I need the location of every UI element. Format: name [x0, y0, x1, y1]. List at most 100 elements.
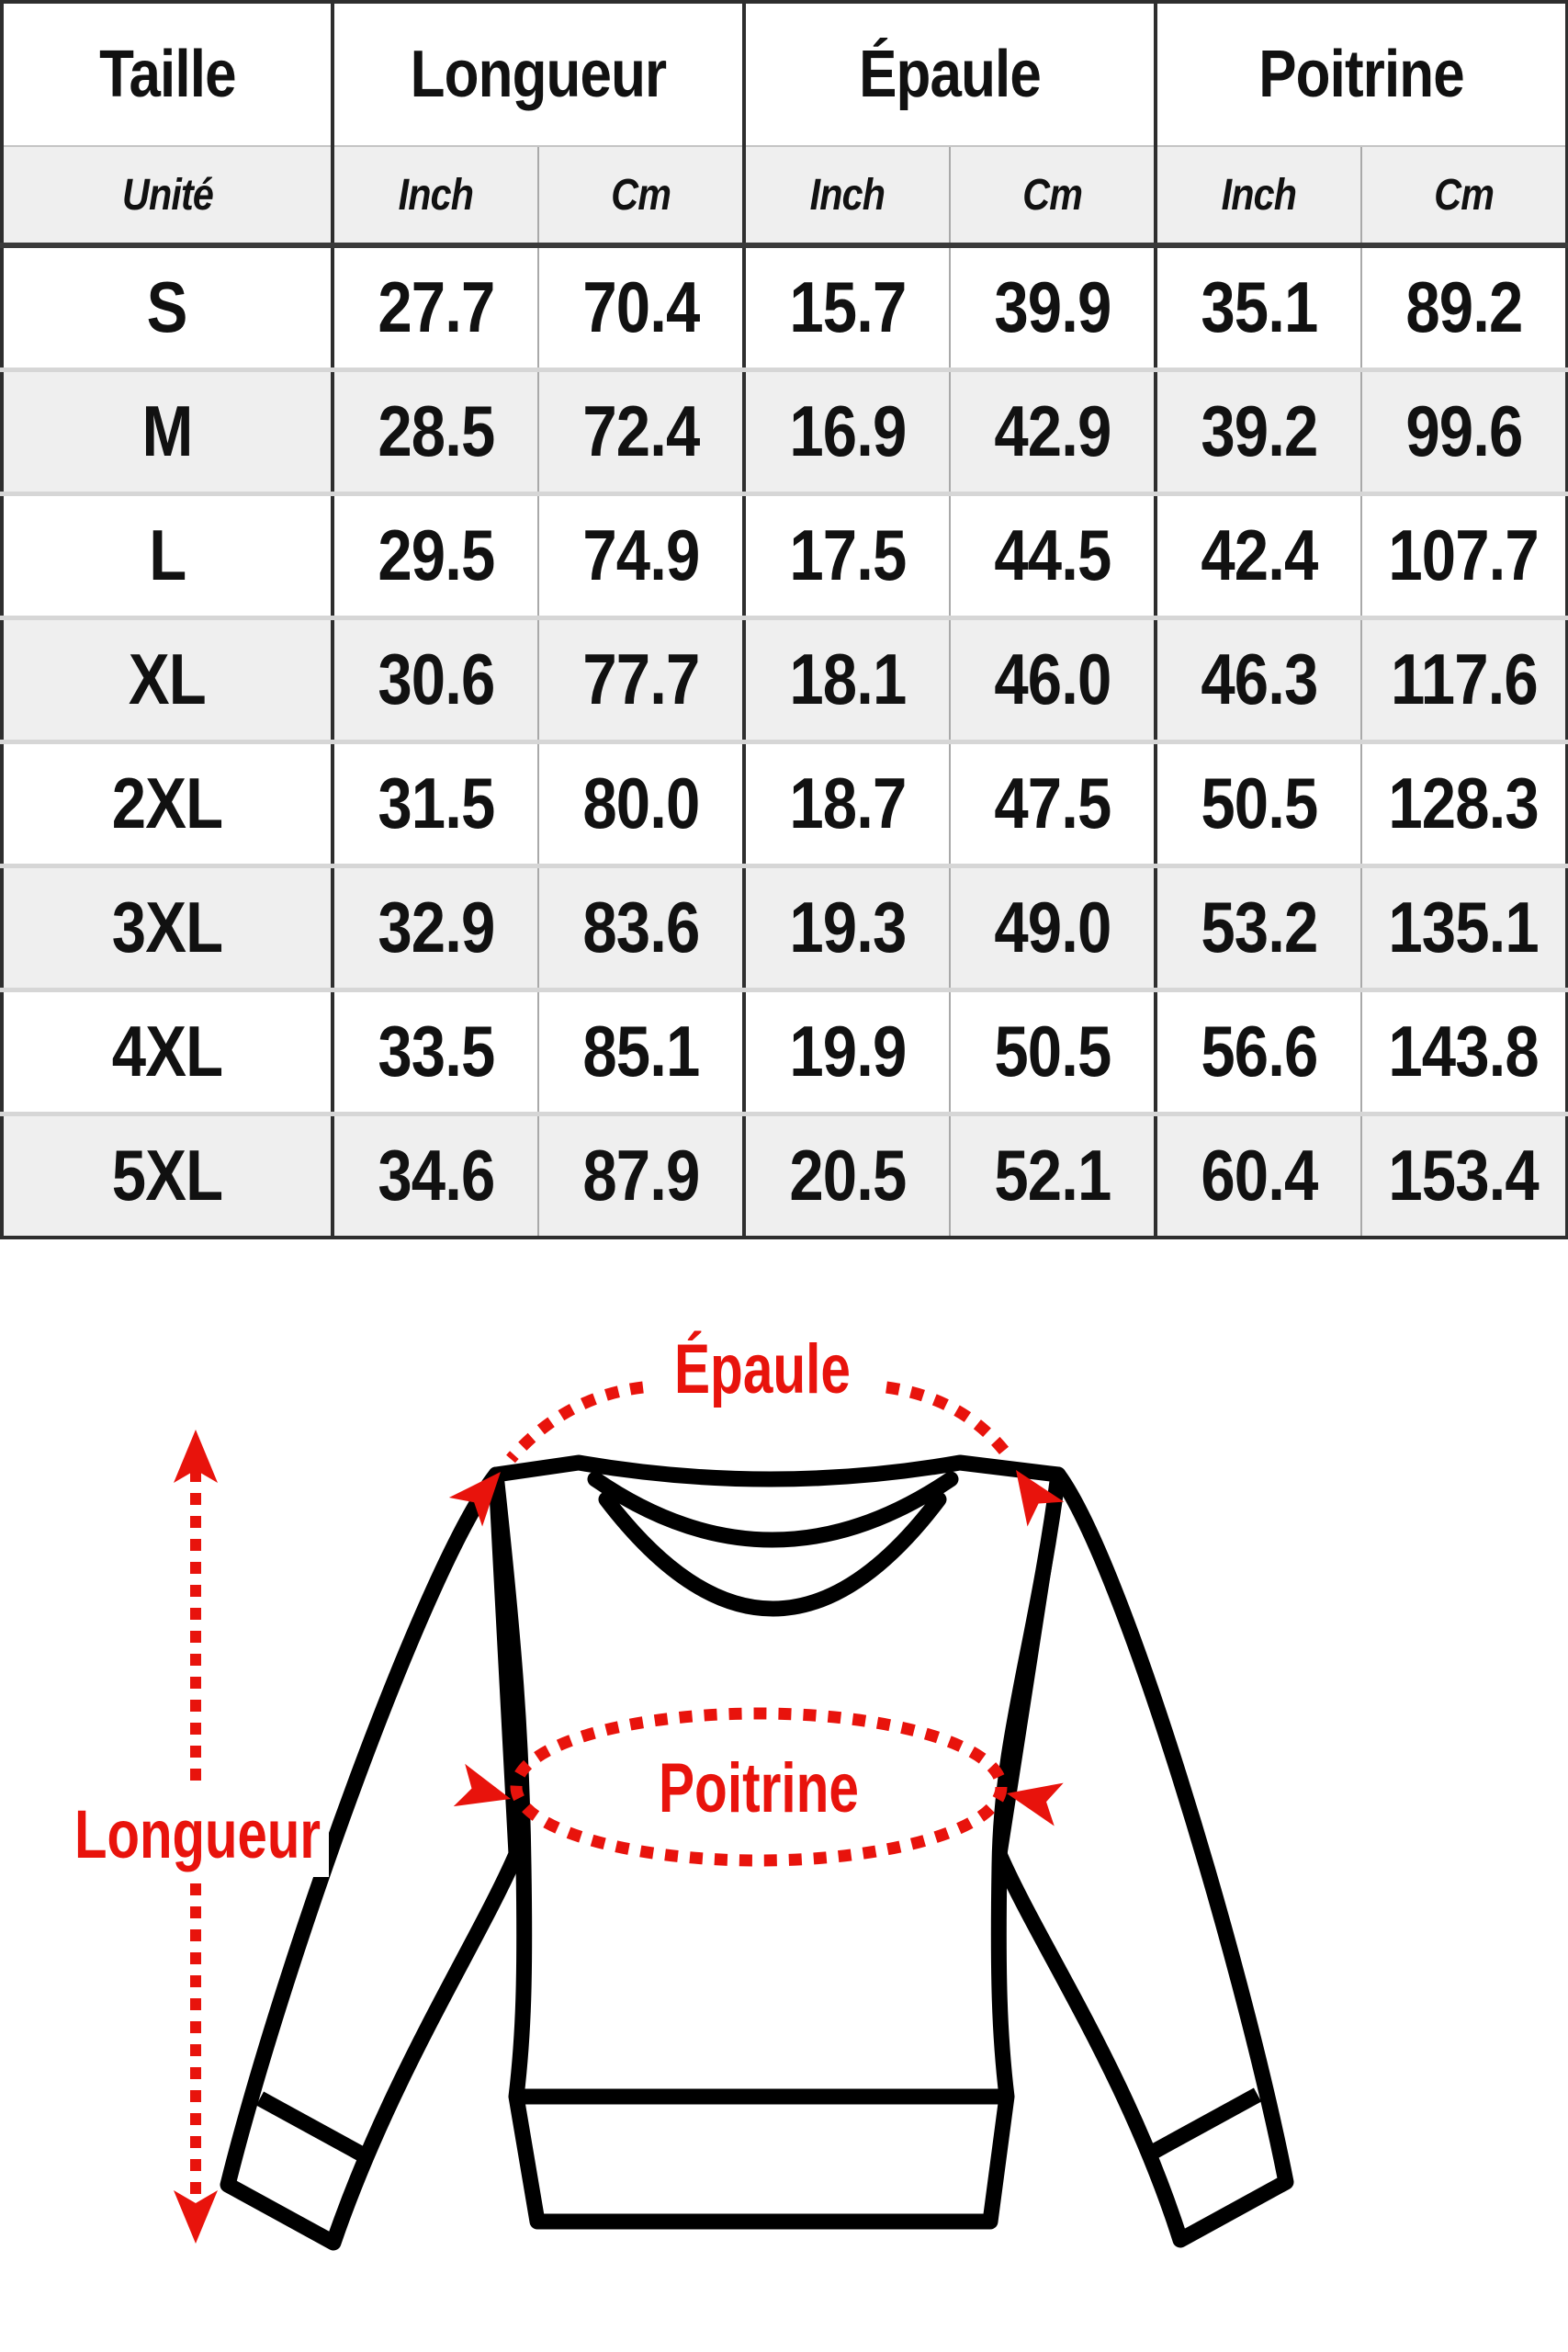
- collar-inner-arc: [598, 1491, 947, 1617]
- value-cell: 80.0: [536, 739, 745, 865]
- shoulder-annotation: Épaule: [448, 1330, 1065, 1527]
- header-row: Taille Longueur Épaule Poitrine: [2, 2, 1568, 146]
- table-row: 2XL 31.5 80.0 18.7 47.5 50.5 128.3: [2, 739, 1568, 865]
- value-cell: 35.1: [1154, 243, 1362, 369]
- value-cell: 85.1: [536, 987, 745, 1114]
- size-chart-table: Taille Longueur Épaule Poitrine Unité In…: [0, 0, 1568, 1239]
- value-cell: 135.1: [1360, 863, 1568, 989]
- value-cell: 20.5: [742, 1111, 951, 1238]
- chest-label: Poitrine: [659, 1749, 859, 1827]
- sweatshirt-measurement-diagram: Épaule Poitrine Longueur: [0, 1259, 1568, 2352]
- col-header-epaule: Épaule: [742, 2, 1156, 146]
- unit-cell: Inch: [742, 145, 951, 245]
- value-cell: 15.7: [742, 243, 951, 369]
- value-cell: 34.6: [331, 1111, 538, 1238]
- value-cell: 44.5: [949, 491, 1156, 617]
- value-cell: 46.3: [1154, 615, 1362, 741]
- value-cell: 39.2: [1154, 367, 1362, 493]
- value-cell: 99.6: [1360, 367, 1568, 493]
- value-cell: 74.9: [536, 491, 745, 617]
- value-cell: 52.1: [949, 1111, 1156, 1238]
- unit-cell: Cm: [536, 145, 745, 245]
- sweatshirt-body: [488, 1454, 1066, 2230]
- value-cell: 33.5: [331, 987, 538, 1114]
- left-cuff-line: [255, 2091, 370, 2164]
- value-cell: 60.4: [1154, 1111, 1362, 1238]
- value-cell: 31.5: [331, 739, 538, 865]
- size-cell: S: [2, 243, 333, 369]
- value-cell: 19.3: [742, 863, 951, 989]
- table-row: M 28.5 72.4 16.9 42.9 39.2 99.6: [2, 367, 1568, 493]
- value-cell: 53.2: [1154, 863, 1362, 989]
- size-cell: L: [2, 491, 333, 617]
- col-header-taille: Taille: [98, 38, 236, 111]
- value-cell: 32.9: [331, 863, 538, 989]
- value-cell: 18.1: [742, 615, 951, 741]
- chest-ellipse-dashes: [510, 1707, 1008, 1867]
- shoulder-arrow-left-dashes: [506, 1381, 644, 1464]
- value-cell: 128.3: [1360, 739, 1568, 865]
- size-cell: XL: [2, 615, 333, 741]
- value-cell: 29.5: [331, 491, 538, 617]
- value-cell: 89.2: [1360, 243, 1568, 369]
- shoulder-arrowhead-left: [448, 1472, 501, 1527]
- value-cell: 46.0: [949, 615, 1156, 741]
- shoulder-arrowhead-right: [1016, 1470, 1065, 1527]
- value-cell: 39.9: [949, 243, 1156, 369]
- value-cell: 87.9: [536, 1111, 745, 1238]
- left-sleeve: [220, 1466, 525, 2251]
- length-annotation: Longueur: [70, 1430, 329, 2244]
- table-row: L 29.5 74.9 17.5 44.5 42.4 107.7: [2, 491, 1568, 617]
- length-label: Longueur: [74, 1796, 321, 1872]
- value-cell: 50.5: [1154, 739, 1362, 865]
- size-cell: 2XL: [2, 739, 333, 865]
- value-cell: 117.6: [1360, 615, 1568, 741]
- value-cell: 42.9: [949, 367, 1156, 493]
- size-cell: M: [2, 367, 333, 493]
- shoulder-arrow-right-dashes: [886, 1381, 1016, 1463]
- shoulder-label: Épaule: [674, 1330, 851, 1408]
- right-sleeve: [991, 1466, 1294, 2248]
- value-cell: 107.7: [1360, 491, 1568, 617]
- table-row: 4XL 33.5 85.1 19.9 50.5 56.6 143.8: [2, 987, 1568, 1114]
- value-cell: 70.4: [536, 243, 745, 369]
- size-cell: 5XL: [2, 1111, 333, 1238]
- length-arrowhead-bottom: [174, 2190, 218, 2244]
- value-cell: 49.0: [949, 863, 1156, 989]
- collar: [587, 1471, 959, 1617]
- value-cell: 19.9: [742, 987, 951, 1114]
- value-cell: 77.7: [536, 615, 745, 741]
- unit-label: Unité: [2, 145, 333, 245]
- collar-outer-arc: [587, 1471, 959, 1548]
- value-cell: 30.6: [331, 615, 538, 741]
- value-cell: 28.5: [331, 367, 538, 493]
- value-cell: 72.4: [536, 367, 745, 493]
- table-row: 5XL 34.6 87.9 20.5 52.1 60.4 153.4: [2, 1111, 1568, 1238]
- chest-annotation: Poitrine: [453, 1707, 1064, 1867]
- unit-cell: Inch: [331, 145, 538, 245]
- value-cell: 153.4: [1360, 1111, 1568, 1238]
- col-header-longueur: Longueur: [330, 2, 745, 146]
- chest-arrowhead-left: [453, 1763, 511, 1807]
- chest-label-backing: [643, 1736, 877, 1833]
- right-cuff-line: [1147, 2087, 1262, 2160]
- value-cell: 17.5: [742, 491, 951, 617]
- value-cell: 83.6: [536, 863, 745, 989]
- size-cell: 4XL: [2, 987, 333, 1114]
- unit-row: Unité Inch Cm Inch Cm Inch Cm: [2, 145, 1568, 245]
- chest-arrowhead-right: [1007, 1782, 1064, 1826]
- value-cell: 16.9: [742, 367, 951, 493]
- value-cell: 18.7: [742, 739, 951, 865]
- value-cell: 42.4: [1154, 491, 1362, 617]
- table-row: XL 30.6 77.7 18.1 46.0 46.3 117.6: [2, 615, 1568, 741]
- value-cell: 27.7: [331, 243, 538, 369]
- length-label-backing: [70, 1790, 329, 1877]
- table-row: 3XL 32.9 83.6 19.3 49.0 53.2 135.1: [2, 863, 1568, 989]
- sweatshirt-sleeves: [220, 1466, 1294, 2251]
- unit-cell: Cm: [949, 145, 1156, 245]
- unit-cell: Cm: [1360, 145, 1568, 245]
- value-cell: 143.8: [1360, 987, 1568, 1114]
- col-header-poitrine: Poitrine: [1154, 2, 1568, 146]
- unit-cell: Inch: [1154, 145, 1362, 245]
